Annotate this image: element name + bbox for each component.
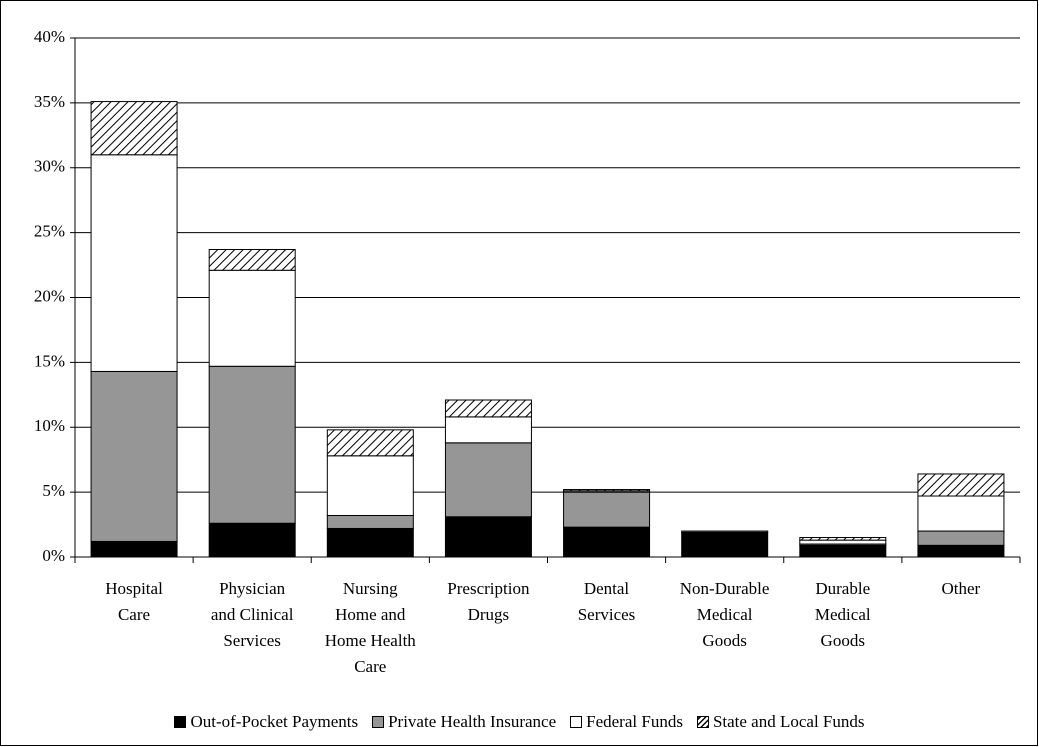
x-tick-label: Non-Durable Medical Goods — [679, 579, 770, 650]
bar-segment — [917, 495, 1005, 532]
x-tick-label: Other — [941, 579, 981, 598]
y-tick-label: 30% — [34, 157, 65, 176]
bar-segment — [681, 531, 769, 558]
legend-label: State and Local Funds — [712, 712, 865, 731]
y-tick-label: 35% — [34, 92, 65, 111]
bar-segment — [563, 491, 651, 528]
legend: Out-of-Pocket Payments Private Health Ins… — [0, 712, 1039, 732]
bar-segment — [799, 544, 887, 558]
bar-segment — [681, 530, 769, 533]
bar-segment — [208, 522, 296, 558]
legend-item: Private Health Insurance — [372, 712, 556, 732]
bar-segment — [90, 101, 178, 156]
y-tick-label: 0% — [42, 546, 65, 565]
bar-segment — [208, 365, 296, 524]
y-tick-label: 10% — [34, 416, 65, 435]
bar-segment — [90, 154, 178, 372]
y-tick-label: 20% — [34, 286, 65, 305]
bar-segment — [917, 544, 1005, 558]
bar-segment — [563, 489, 651, 492]
y-tick-label: 25% — [34, 222, 65, 241]
bar-segment — [90, 370, 178, 542]
bar-segment — [917, 473, 1005, 497]
bar-segment — [799, 539, 887, 545]
bar-segment — [326, 527, 414, 558]
legend-swatch — [174, 716, 187, 728]
legend-item: Federal Funds — [570, 712, 683, 732]
x-tick-label: Physician and Clinical Services — [210, 579, 294, 650]
x-tick-label: Dental Services — [577, 579, 636, 624]
bar-segment — [917, 530, 1005, 546]
x-tick-label: Durable Medical Goods — [814, 579, 871, 650]
legend-label: Private Health Insurance — [388, 712, 557, 731]
bar-segment — [90, 540, 178, 558]
x-tick-label: Nursing Home and Home Health Care — [324, 579, 416, 676]
x-tick-label: Prescription Drugs — [447, 579, 530, 624]
legend-item: State and Local Funds — [696, 712, 865, 732]
x-tick-label: Hospital Care — [105, 579, 163, 624]
bar-segment — [563, 526, 651, 558]
legend-label: Out-of-Pocket Payments — [190, 712, 359, 731]
bar-segment — [444, 399, 532, 418]
bar-segment — [444, 516, 532, 558]
legend-label: Federal Funds — [586, 712, 683, 731]
y-tick-label: 15% — [34, 351, 65, 370]
legend-swatch — [696, 716, 709, 728]
legend-swatch — [372, 716, 385, 728]
y-tick-label: 40% — [34, 27, 65, 46]
bar-segment — [326, 429, 414, 457]
bar-segment — [444, 416, 532, 444]
bar-segment — [208, 269, 296, 367]
y-tick-label: 5% — [42, 481, 65, 500]
bar-segment — [326, 514, 414, 529]
bar-segment — [326, 455, 414, 516]
legend-item: Out-of-Pocket Payments — [174, 712, 358, 732]
bar-segment — [208, 248, 296, 271]
bar-segment — [799, 537, 887, 541]
bar-segment — [444, 442, 532, 518]
legend-swatch — [570, 716, 583, 728]
